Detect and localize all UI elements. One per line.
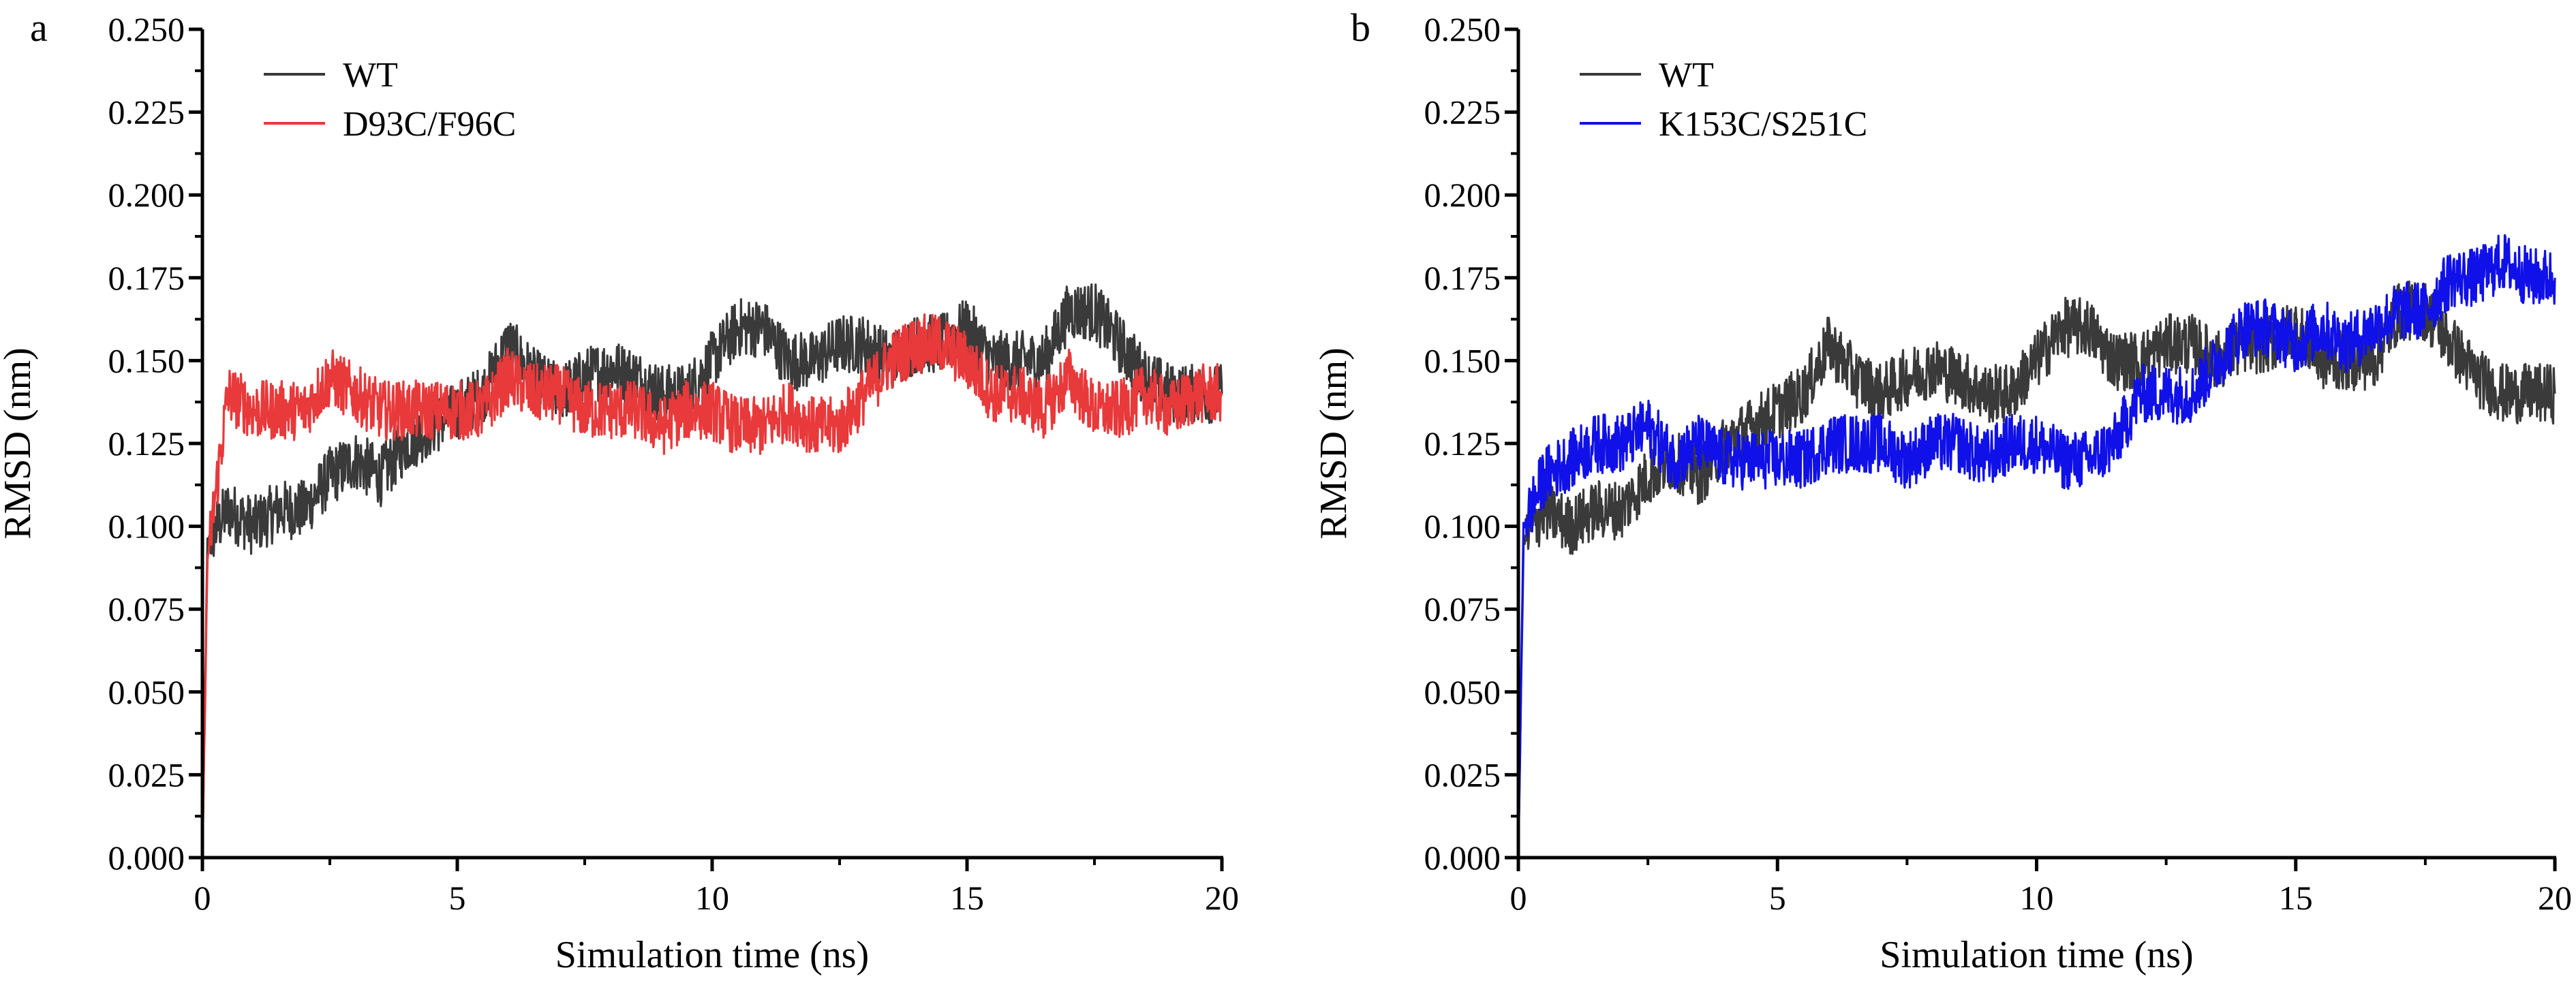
legend-label: WT xyxy=(343,56,398,95)
x-axis-label: Simulation time (ns) xyxy=(1880,934,2193,976)
x-tick-label: 15 xyxy=(950,879,984,917)
series-line-d93c-f96c xyxy=(201,313,1223,856)
y-axis-label: RMSD (nm) xyxy=(1313,347,1355,540)
series-line-wt xyxy=(201,283,1223,856)
y-tick-label: 0.075 xyxy=(1424,590,1501,628)
y-tick-label: 0.025 xyxy=(108,755,185,794)
x-tick-label: 5 xyxy=(449,879,466,917)
y-tick-label: 0.175 xyxy=(1424,259,1501,297)
x-tick-label: 0 xyxy=(194,879,211,917)
y-tick-label: 0.000 xyxy=(108,839,185,877)
y-tick-label: 0.200 xyxy=(108,176,185,214)
y-tick-label: 0.100 xyxy=(108,507,185,546)
y-axis-label: RMSD (nm) xyxy=(0,347,39,540)
x-tick-label: 15 xyxy=(2279,879,2313,917)
x-tick-label: 5 xyxy=(1769,879,1786,917)
legend: WT K153C/S251C xyxy=(1580,56,1867,144)
x-tick-label: 10 xyxy=(2020,879,2054,917)
y-tick-label: 0.025 xyxy=(1424,755,1501,794)
x-tick-label: 20 xyxy=(1205,879,1239,917)
y-tick-label: 0.100 xyxy=(1424,507,1501,546)
y-tick-label: 0.050 xyxy=(108,673,185,711)
series-line-k153c-s251c xyxy=(1517,234,2556,854)
y-tick-label: 0.050 xyxy=(1424,673,1501,711)
panel-label: b xyxy=(1351,5,1370,50)
y-tick-label: 0.225 xyxy=(1424,93,1501,131)
y-tick-label: 0.250 xyxy=(108,10,185,48)
y-tick-label: 0.125 xyxy=(1424,424,1501,463)
x-tick-label: 0 xyxy=(1510,879,1527,917)
legend-label: K153C/S251C xyxy=(1659,105,1867,144)
y-tick-label: 0.150 xyxy=(108,341,185,379)
legend-label: D93C/F96C xyxy=(343,105,516,144)
x-tick-label: 10 xyxy=(695,879,729,917)
y-tick-label: 0.000 xyxy=(1424,839,1501,877)
y-tick-label: 0.150 xyxy=(1424,341,1501,379)
y-tick-label: 0.200 xyxy=(1424,176,1501,214)
y-tick-label: 0.225 xyxy=(108,93,185,131)
legend-label: WT xyxy=(1659,56,1714,95)
y-tick-label: 0.175 xyxy=(108,259,185,297)
chart-panel-b: b 0.000 0.025 0.050 0.075 0.100 0.125 0.150 0.17… xyxy=(1313,5,2572,976)
y-tick-label: 0.250 xyxy=(1424,10,1501,48)
x-axis-label: Simulation time (ns) xyxy=(555,934,869,976)
legend: WT D93C/F96C xyxy=(264,56,516,144)
panel-label: a xyxy=(30,5,48,50)
chart-panel-a: a 0.000 0.025 0.050 0.075 0.100 0.125 0.150 0.17… xyxy=(0,5,1239,976)
series-line-wt xyxy=(1517,280,2556,851)
y-tick-label: 0.075 xyxy=(108,590,185,628)
y-tick-label: 0.125 xyxy=(108,424,185,463)
x-tick-label: 20 xyxy=(2538,879,2572,917)
